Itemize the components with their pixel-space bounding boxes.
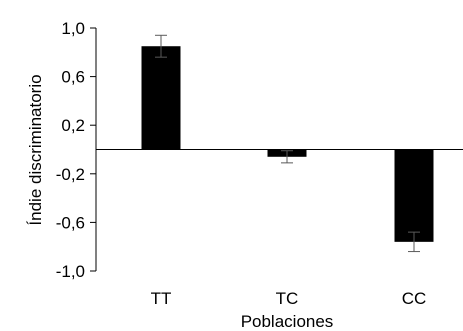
error-bar-cc xyxy=(408,231,420,253)
y-tick-label: -0,2 xyxy=(56,165,85,184)
bars-group xyxy=(141,46,434,242)
y-tick-label: -1,0 xyxy=(56,262,85,281)
y-tick-labels-group: -1,0 -0,6 -0,2 0,2 0,6 1,0 xyxy=(56,19,85,281)
bar-cc xyxy=(394,149,434,242)
y-axis-title: Índie discriminatorio xyxy=(26,74,45,225)
error-bar-tt xyxy=(155,34,167,58)
x-axis-title: Poblaciones xyxy=(241,312,334,331)
y-tick-label: 1,0 xyxy=(61,19,85,38)
y-ticks-group xyxy=(90,27,96,272)
y-tick-label: -0,6 xyxy=(56,213,85,232)
error-bars-group xyxy=(155,34,420,253)
x-tick-label: TT xyxy=(151,289,172,308)
y-tick-label: 0,6 xyxy=(61,68,85,87)
x-tick-label: CC xyxy=(402,289,427,308)
y-tick-label: 0,2 xyxy=(61,116,85,135)
error-bar-tc xyxy=(281,150,293,164)
x-tick-labels-group: TT TC CC xyxy=(151,289,427,308)
bar-tt xyxy=(141,46,181,150)
axes-group xyxy=(95,28,463,271)
x-tick-label: TC xyxy=(276,289,299,308)
